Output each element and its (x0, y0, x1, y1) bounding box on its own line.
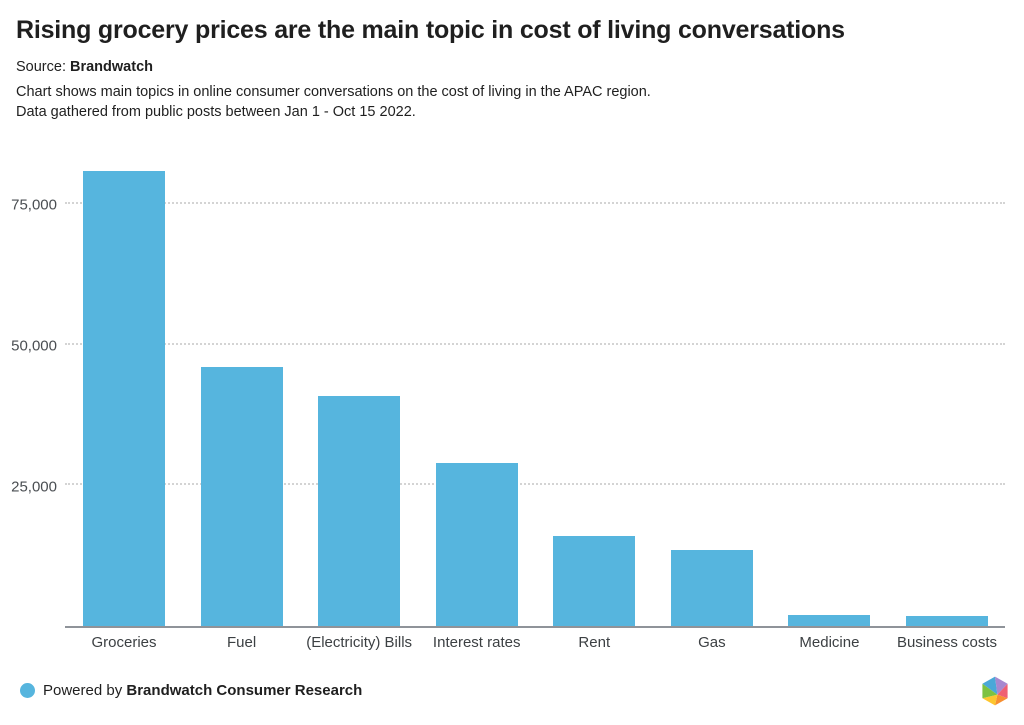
description-line-2: Data gathered from public posts between … (16, 104, 416, 120)
plot-area (65, 165, 1005, 628)
chart-description: Chart shows main topics in online consum… (16, 82, 651, 122)
x-tick-label: Fuel (226, 634, 257, 651)
x-tick-label: Interest rates (432, 634, 521, 651)
bar-interest-rates (435, 462, 518, 626)
y-axis: 25,000 50,000 75,000 (0, 165, 57, 628)
y-tick-label: 25,000 (11, 478, 57, 496)
bar-groceries (83, 170, 165, 626)
bar-rent (553, 536, 636, 626)
powered-prefix: Powered by (43, 682, 127, 699)
source-name: Brandwatch (70, 59, 153, 75)
x-tick-label: Gas (698, 634, 726, 651)
x-tick-label: Business costs (896, 634, 998, 651)
gridline (65, 342, 1005, 345)
bar-business-costs (905, 615, 988, 626)
powered-by-text: Powered by Brandwatch Consumer Research (43, 682, 362, 699)
powered-name: Brandwatch Consumer Research (126, 682, 363, 699)
x-tick-label: Groceries (91, 634, 157, 651)
bar-gas (670, 550, 753, 626)
footer: Powered by Brandwatch Consumer Research (20, 682, 362, 699)
y-tick-label: 75,000 (11, 196, 57, 214)
x-axis-labels: Groceries Fuel (Electricity) Bills Interest… (65, 634, 1005, 654)
description-line-1: Chart shows main topics in online consum… (16, 84, 651, 100)
gridline (65, 202, 1005, 205)
x-tick-label: Rent (578, 634, 611, 651)
x-tick-label: (Electricity) Bills (306, 634, 413, 651)
brandwatch-dot-icon (20, 683, 35, 698)
y-tick-label: 50,000 (11, 337, 57, 355)
bar-electricity-bills (318, 395, 401, 626)
gridline (65, 483, 1005, 486)
x-tick-label: Medicine (799, 634, 860, 651)
bar-fuel (200, 367, 283, 626)
source-line: Source: Brandwatch (16, 59, 153, 75)
chart-title: Rising grocery prices are the main topic… (16, 16, 845, 44)
brandwatch-logo-icon (982, 676, 1008, 706)
bar-medicine (788, 614, 871, 626)
source-prefix: Source: (16, 59, 70, 75)
